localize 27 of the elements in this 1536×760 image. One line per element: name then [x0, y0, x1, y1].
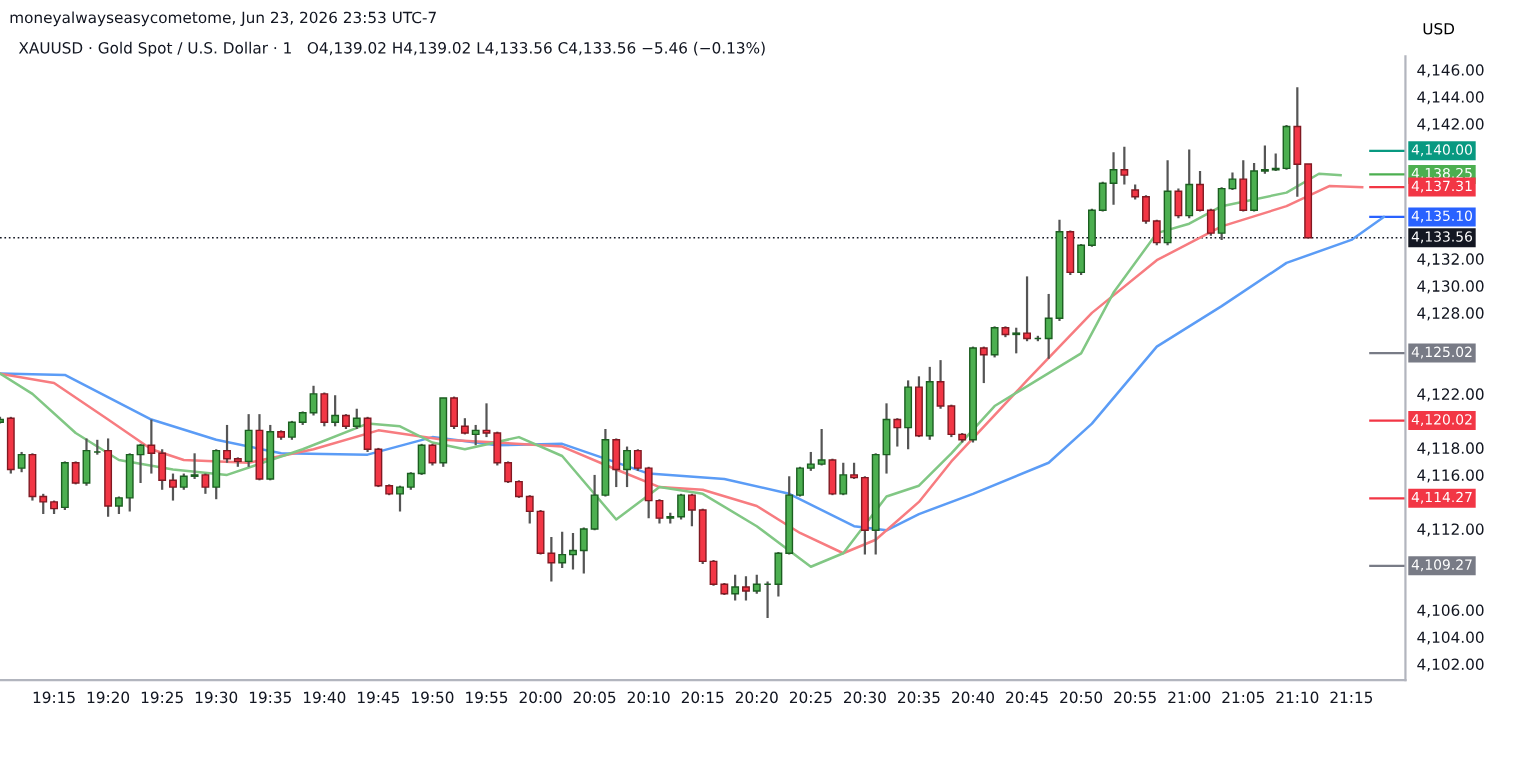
candlestick [742, 575, 750, 602]
candlestick [320, 391, 329, 428]
candlestick [731, 573, 740, 602]
candlestick [244, 413, 253, 468]
candlestick [1120, 145, 1129, 186]
candlestick [471, 423, 480, 447]
candlestick [904, 379, 913, 451]
line-series [0, 215, 1386, 532]
candlestick [1023, 275, 1031, 343]
candlestick [1185, 148, 1194, 220]
candlestick [352, 407, 361, 431]
candlestick [1012, 326, 1021, 355]
candlestick [979, 345, 988, 385]
candlestick [839, 461, 848, 497]
candlestick [331, 394, 340, 428]
candlestick [623, 445, 631, 489]
candlestick [612, 437, 621, 489]
candlestick [212, 448, 221, 501]
candlestick [60, 460, 69, 512]
candlestick [82, 437, 91, 487]
candlestick [17, 450, 26, 474]
candlestick [990, 325, 999, 359]
candlestick [1174, 187, 1183, 220]
candlestick [893, 417, 902, 448]
candlestick [1239, 159, 1248, 213]
candlestick [266, 423, 275, 482]
candlestick [1066, 229, 1075, 277]
